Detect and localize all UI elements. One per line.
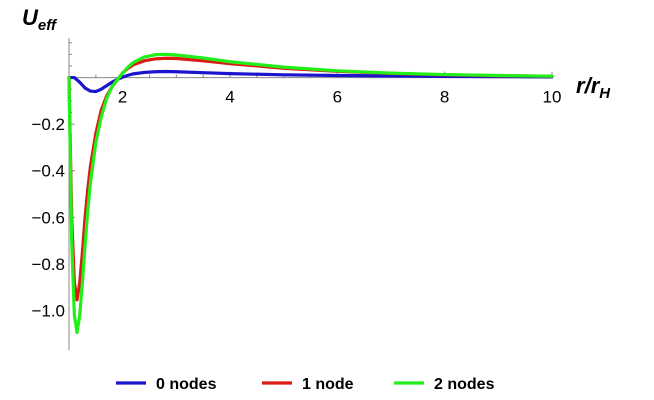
legend-item: 0 nodes	[116, 376, 217, 393]
x-tick-label: 8	[440, 88, 449, 107]
legend-item: 2 nodes	[394, 376, 495, 393]
legend-label: 1 node	[302, 376, 354, 393]
legend: 0 nodes 1 node 2 nodes	[116, 376, 495, 393]
x-tick-label: 10	[543, 88, 562, 107]
y-tick-label: −0.4	[31, 162, 65, 181]
axes: 2 4 6 8 10 −0.2 −0.4 −0.6 −0.8 −1.0	[31, 38, 561, 350]
series-line-0	[67, 69, 554, 94]
x-axis-title: r/rH	[576, 73, 611, 102]
y-tick-label: −0.2	[31, 115, 65, 134]
series-layer	[67, 52, 554, 335]
x-tick-label: 4	[225, 88, 234, 107]
y-axis-title: Ueff	[22, 5, 58, 34]
x-tick-label: 6	[333, 88, 342, 107]
legend-item: 1 node	[262, 376, 354, 393]
y-tick-label: −1.0	[31, 301, 65, 320]
y-tick-label: −0.8	[31, 255, 65, 274]
series-line-2	[67, 52, 554, 335]
y-tick-label: −0.6	[31, 208, 65, 227]
legend-label: 0 nodes	[156, 376, 217, 393]
series-line-1	[67, 56, 554, 302]
x-tick-label: 2	[118, 88, 127, 107]
legend-label: 2 nodes	[434, 376, 495, 393]
